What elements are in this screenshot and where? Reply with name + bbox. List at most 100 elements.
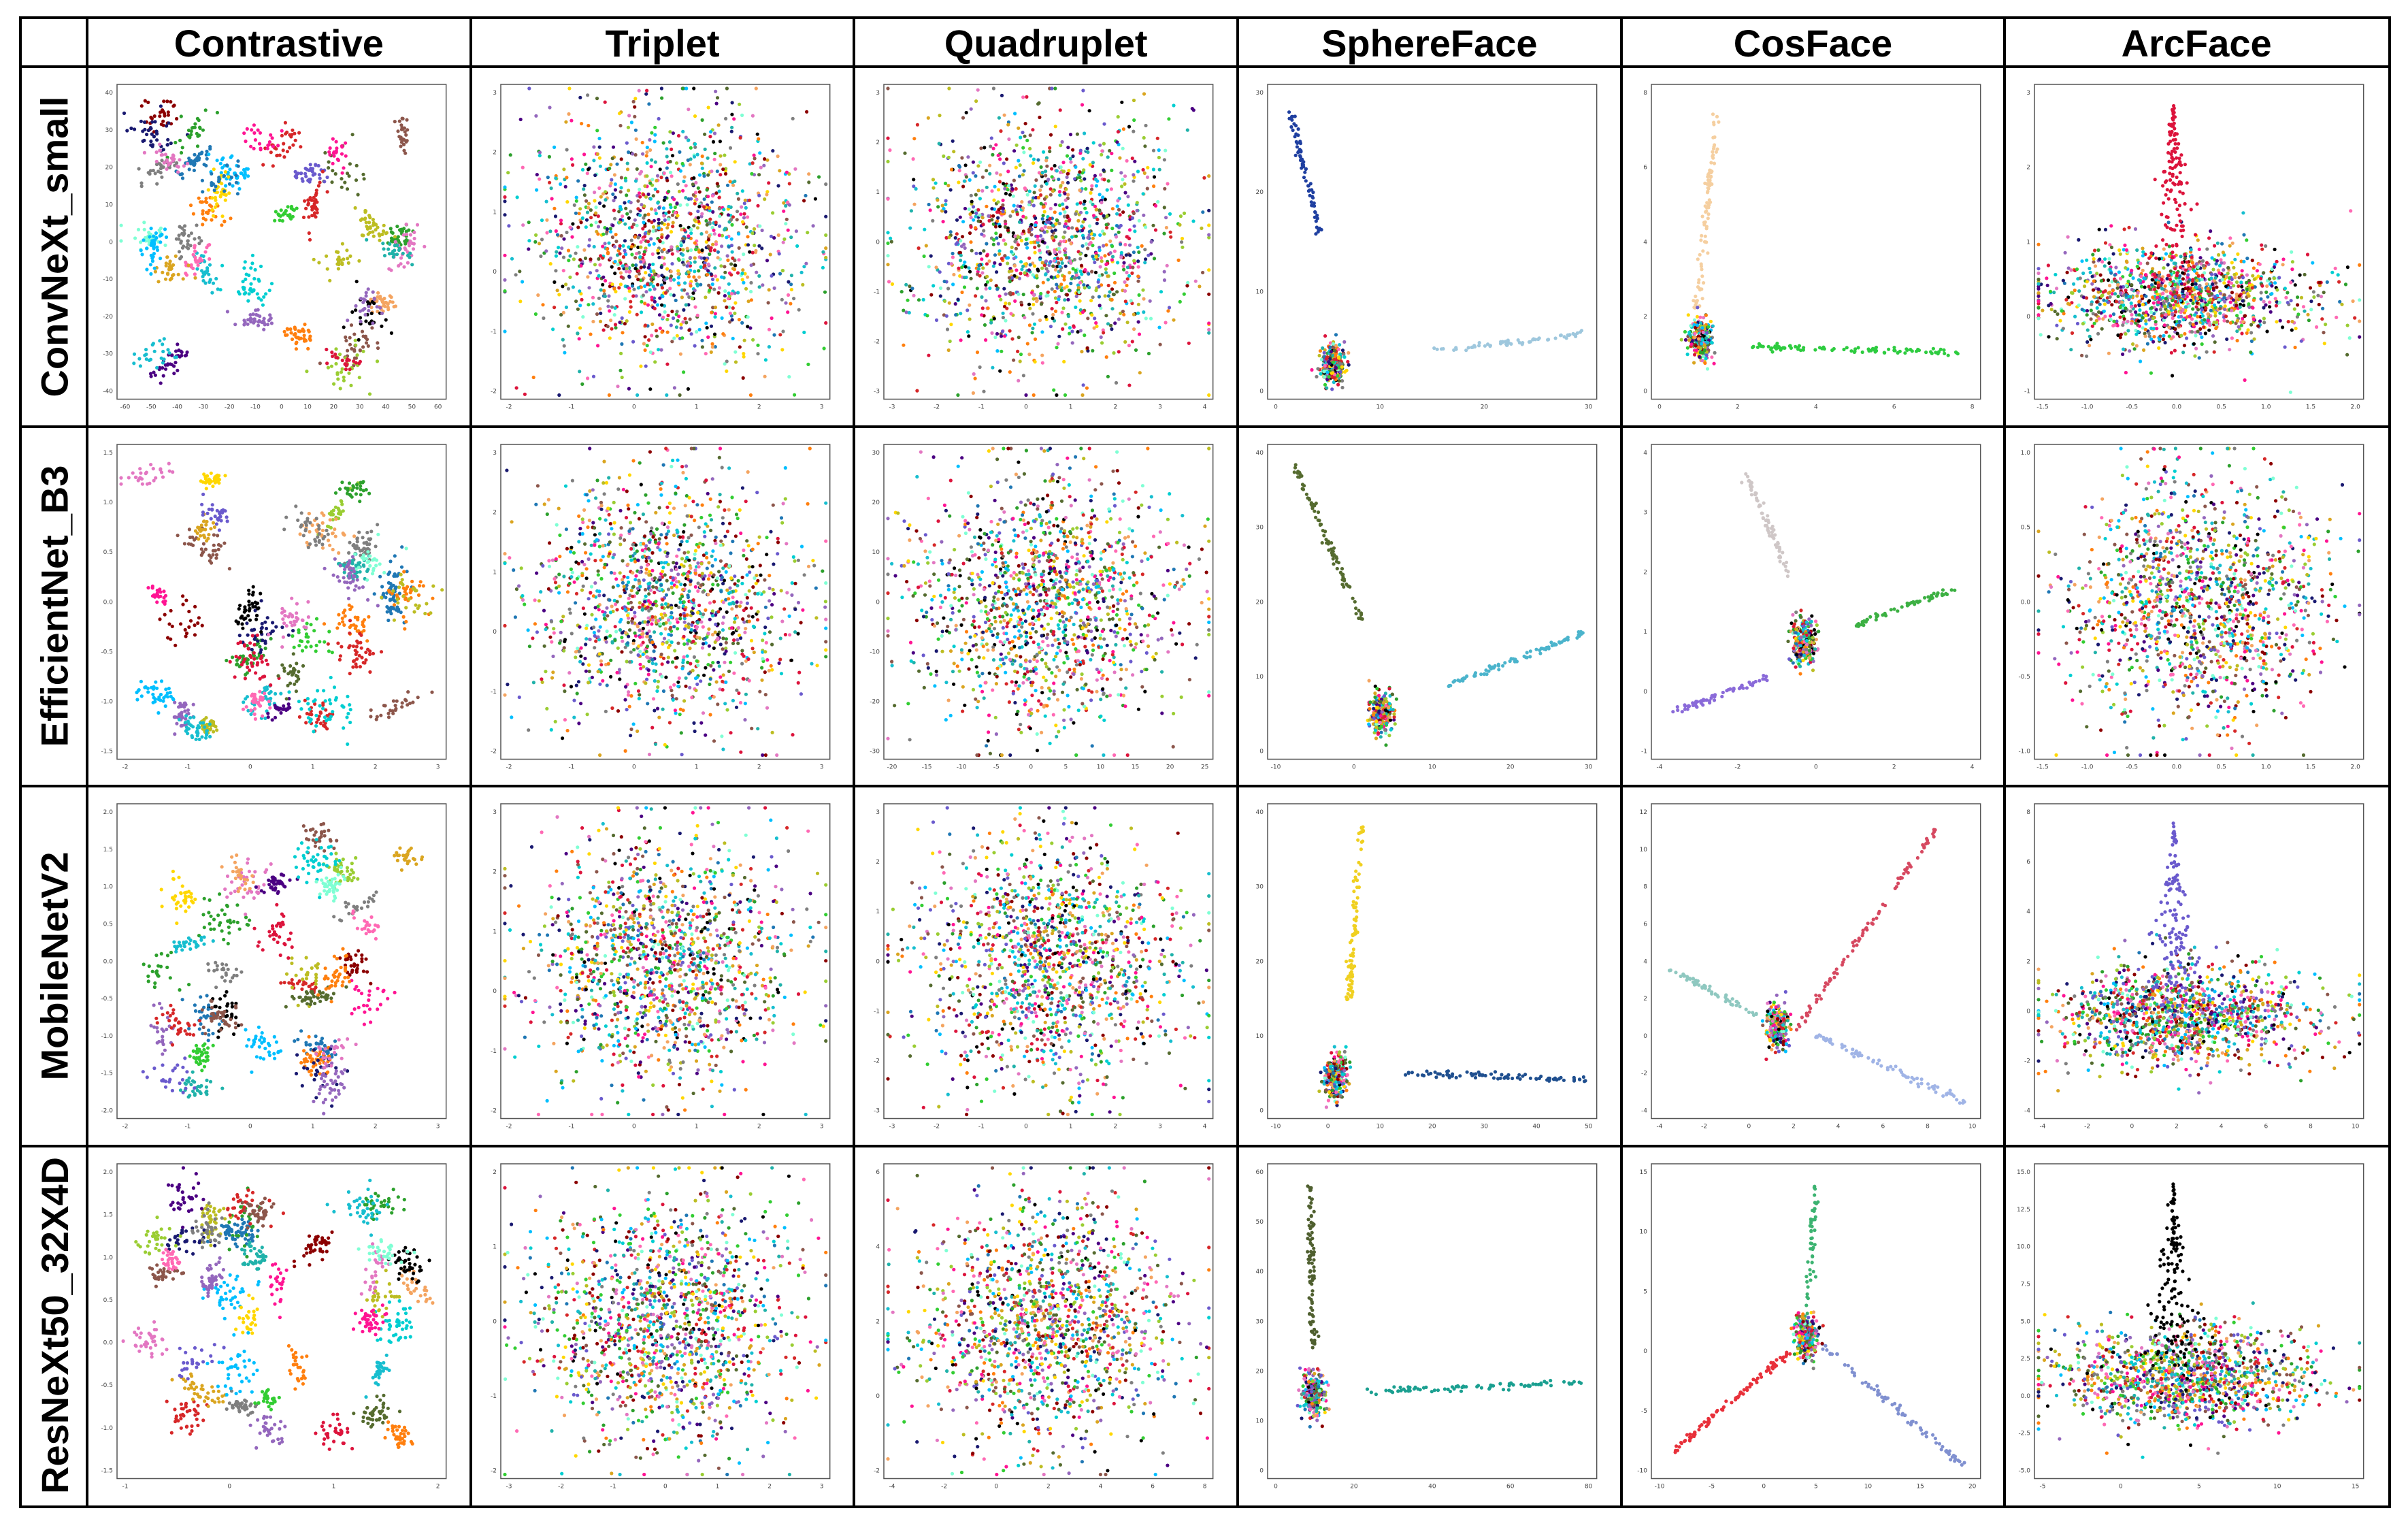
data-point <box>208 257 212 261</box>
data-point <box>608 319 612 323</box>
data-point <box>1036 238 1040 242</box>
data-point <box>972 160 976 164</box>
data-point <box>652 242 656 246</box>
data-point <box>589 208 593 212</box>
data-point <box>949 188 953 192</box>
data-point <box>1019 260 1023 264</box>
data-point <box>1575 331 1579 335</box>
data-point <box>941 220 946 224</box>
data-point <box>1942 348 1946 352</box>
data-point <box>678 224 682 228</box>
data-point <box>609 181 613 185</box>
data-point <box>565 200 570 204</box>
data-point <box>799 270 804 274</box>
data-point <box>657 313 661 317</box>
data-point <box>252 321 256 325</box>
data-point <box>207 208 211 212</box>
data-point <box>749 280 753 285</box>
data-point <box>691 224 695 228</box>
x-tick-label: 1 <box>695 404 699 411</box>
data-point <box>1066 297 1070 302</box>
data-point <box>218 195 222 199</box>
data-point <box>603 100 607 104</box>
data-point <box>715 278 719 282</box>
row-header: EfficientNet_B3 <box>22 427 87 787</box>
data-point <box>1302 176 1306 180</box>
data-point <box>1027 203 1032 207</box>
data-point <box>285 333 289 337</box>
data-point <box>218 161 222 165</box>
data-point <box>570 222 575 226</box>
data-point <box>1766 344 1770 348</box>
data-point <box>1063 224 1067 229</box>
data-point <box>749 172 754 176</box>
data-point <box>142 227 146 231</box>
data-point <box>1132 224 1137 228</box>
data-point <box>961 235 965 239</box>
data-point <box>640 140 644 145</box>
data-point <box>1019 353 1023 357</box>
data-point <box>1152 167 1156 172</box>
data-point <box>1100 256 1104 260</box>
data-point <box>704 218 708 223</box>
data-point <box>1122 127 1126 131</box>
data-point <box>969 216 974 220</box>
data-point <box>613 289 618 294</box>
data-point <box>642 221 646 225</box>
data-point <box>1334 353 1338 357</box>
data-point <box>1020 267 1024 272</box>
data-point <box>201 274 205 278</box>
data-point <box>639 169 643 174</box>
data-point <box>559 218 563 223</box>
data-point <box>687 197 691 201</box>
data-point <box>789 282 793 287</box>
data-point <box>960 265 964 270</box>
data-point <box>280 129 284 133</box>
data-point <box>995 210 1000 214</box>
data-point <box>635 312 639 316</box>
data-point <box>699 161 704 165</box>
data-point <box>1298 148 1302 152</box>
data-point <box>161 361 165 365</box>
data-point <box>889 236 893 240</box>
data-point <box>1012 203 1017 208</box>
data-point <box>561 338 565 342</box>
data-point <box>644 364 648 368</box>
y-tick-label: 6 <box>1643 165 1647 172</box>
data-point <box>608 256 612 261</box>
data-point <box>627 216 631 220</box>
data-point <box>1116 199 1120 203</box>
data-point <box>1167 117 1171 121</box>
data-point <box>925 244 929 248</box>
data-point <box>271 144 275 148</box>
data-point <box>180 146 184 150</box>
data-point <box>708 221 712 225</box>
y-tick-label: 40 <box>105 90 114 97</box>
data-point <box>1001 311 1006 315</box>
data-point <box>363 312 367 317</box>
data-point <box>613 259 617 263</box>
data-point <box>886 159 890 163</box>
data-point <box>1053 210 1057 214</box>
data-point <box>151 255 155 259</box>
data-point <box>675 310 679 314</box>
data-point <box>730 250 734 254</box>
data-point <box>691 291 695 295</box>
data-point <box>1063 210 1067 214</box>
data-point <box>612 199 616 203</box>
data-point <box>186 134 191 138</box>
data-point <box>1704 313 1708 317</box>
data-point <box>1027 200 1032 204</box>
data-point <box>253 138 257 142</box>
data-point <box>765 259 769 263</box>
data-point <box>601 232 606 236</box>
data-point <box>823 182 827 186</box>
data-point <box>250 128 254 132</box>
data-point <box>689 332 693 336</box>
data-point <box>786 280 791 284</box>
data-point <box>503 329 507 333</box>
data-point <box>349 323 354 327</box>
data-point <box>1207 321 1211 325</box>
data-point <box>258 314 262 319</box>
data-point <box>215 110 219 115</box>
